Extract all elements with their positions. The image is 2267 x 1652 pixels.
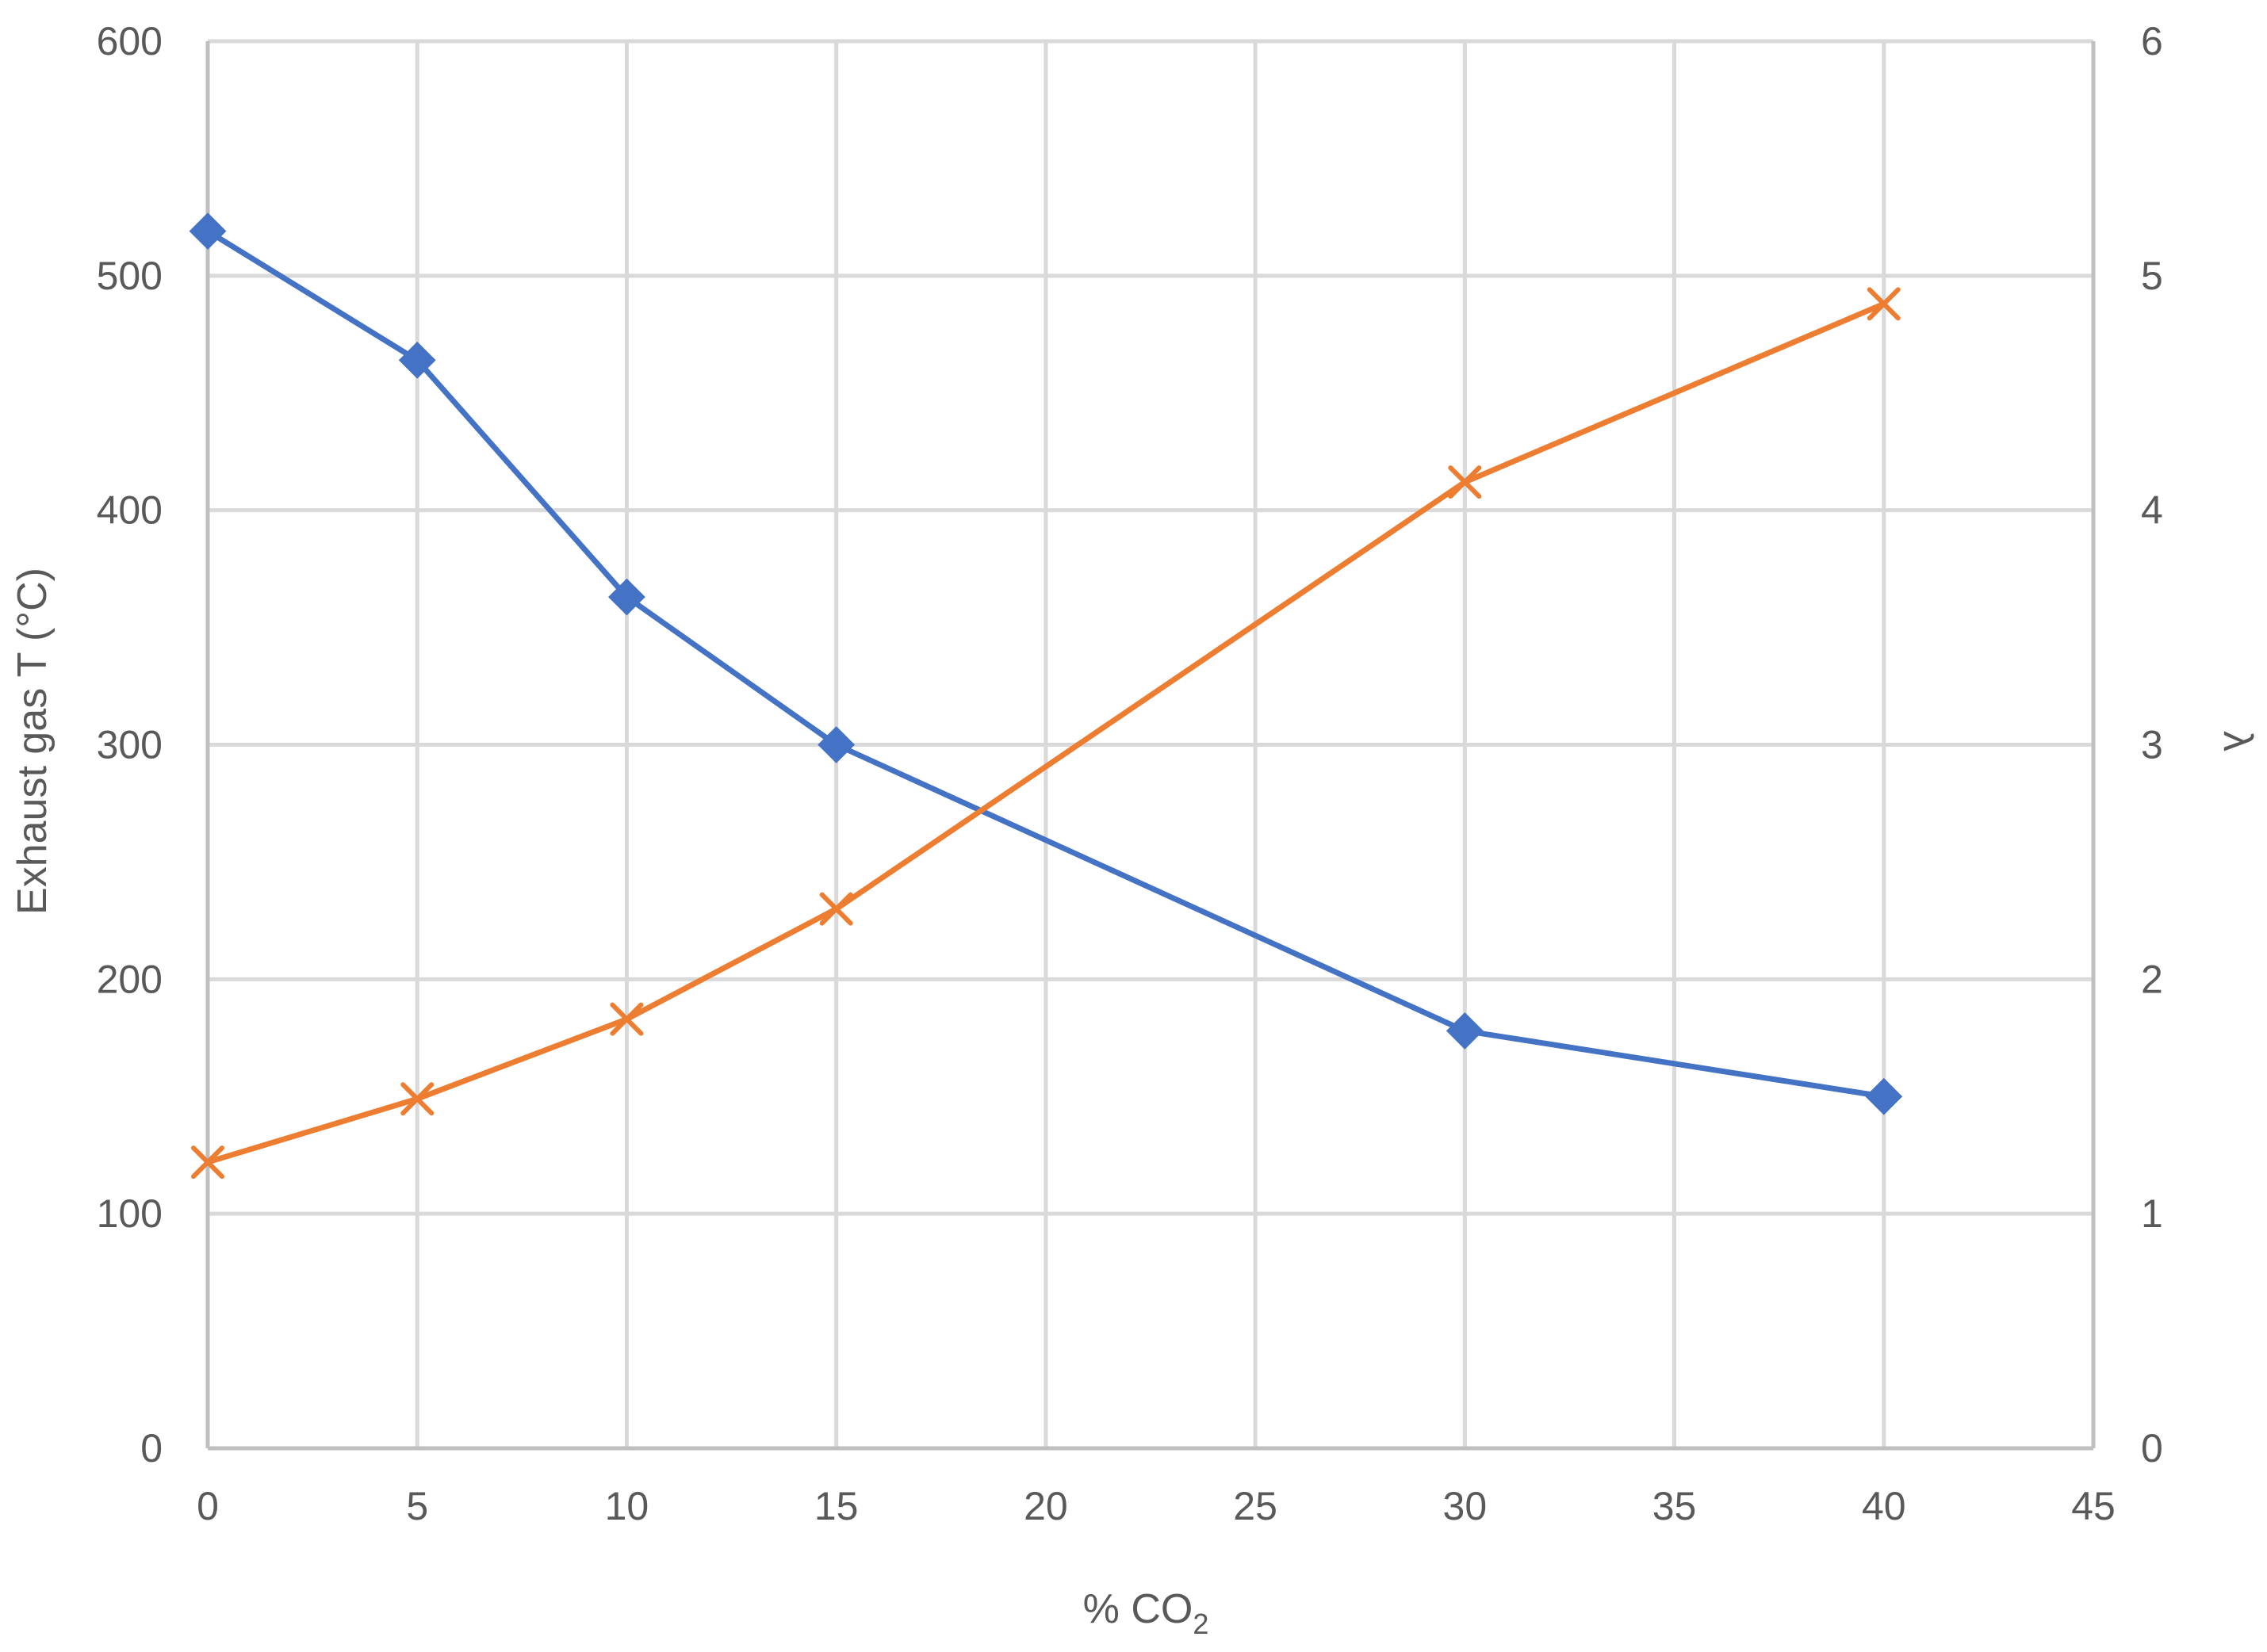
y-right-tick-label: 1	[2141, 1191, 2163, 1236]
x-marker-stroke	[819, 892, 853, 926]
diamond-marker	[608, 578, 645, 616]
x-marker	[819, 892, 853, 926]
diamond-marker	[189, 212, 227, 250]
x-tick-label: 15	[814, 1484, 859, 1528]
x-tick-label: 5	[406, 1484, 428, 1528]
grid	[205, 39, 2096, 1451]
y-right-tick-label: 2	[2141, 957, 2163, 1001]
diamond-marker	[1865, 1077, 1903, 1115]
y-right-tick-label: 3	[2141, 723, 2163, 767]
y-right-tick-label: 5	[2141, 254, 2163, 298]
y-left-tick-label: 400	[97, 488, 163, 533]
x-tick-label: 10	[605, 1484, 649, 1528]
x-marker-stroke	[400, 1082, 435, 1116]
y-left-tick-label: 200	[97, 957, 163, 1001]
series-line	[205, 300, 1887, 1165]
x-axis-title-subscript: 2	[1193, 1608, 1208, 1640]
x-tick-label: 30	[1443, 1484, 1488, 1528]
x-marker	[1448, 465, 1482, 499]
x-marker-stroke	[610, 1002, 644, 1036]
x-tick-label: 40	[1862, 1484, 1906, 1528]
x-tick-label: 35	[1652, 1484, 1697, 1528]
x-marker-stroke	[1448, 465, 1482, 499]
y-right-tick-label: 0	[2141, 1426, 2163, 1470]
diamond-marker	[1446, 1012, 1484, 1050]
y-left-tick-label: 300	[97, 723, 163, 767]
x-marker	[610, 1002, 644, 1036]
x-marker-stroke	[1867, 287, 1901, 321]
diamond-marker	[818, 726, 856, 763]
x-tick-label: 25	[1233, 1484, 1277, 1528]
y-left-tick-label: 100	[97, 1191, 163, 1236]
x-tick-label: 20	[1024, 1484, 1068, 1528]
diamond-marker	[398, 341, 436, 379]
x-marker	[400, 1082, 435, 1116]
x-axis-title: % CO2	[1083, 1586, 1209, 1640]
y-right-tick-label: 6	[2141, 19, 2163, 63]
y-left-tick-label: 500	[97, 254, 163, 298]
series-1	[189, 212, 1903, 1115]
x-tick-label: 45	[2071, 1484, 2116, 1528]
x-axis-title-main: % CO	[1083, 1586, 1193, 1632]
y-right-tick-label: 4	[2141, 488, 2163, 533]
axes	[205, 41, 2096, 1451]
y-left-tick-label: 0	[140, 1426, 163, 1470]
tick-labels: 0 5 10 15 20 25 30 35 40 450100200300400500600012…	[97, 19, 2163, 1528]
x-tick-label: 0	[197, 1484, 219, 1528]
y-left-tick-label: 600	[97, 19, 163, 63]
x-marker	[1867, 287, 1901, 321]
series-2	[191, 287, 1901, 1180]
x-marker	[191, 1145, 224, 1180]
y-left-axis-title: Exhaust gas T (°C)	[10, 568, 56, 915]
series-line	[205, 228, 1887, 1099]
series-group	[189, 212, 1903, 1180]
y-right-axis-title: λ	[2215, 731, 2261, 751]
x-marker-stroke	[191, 1145, 224, 1180]
